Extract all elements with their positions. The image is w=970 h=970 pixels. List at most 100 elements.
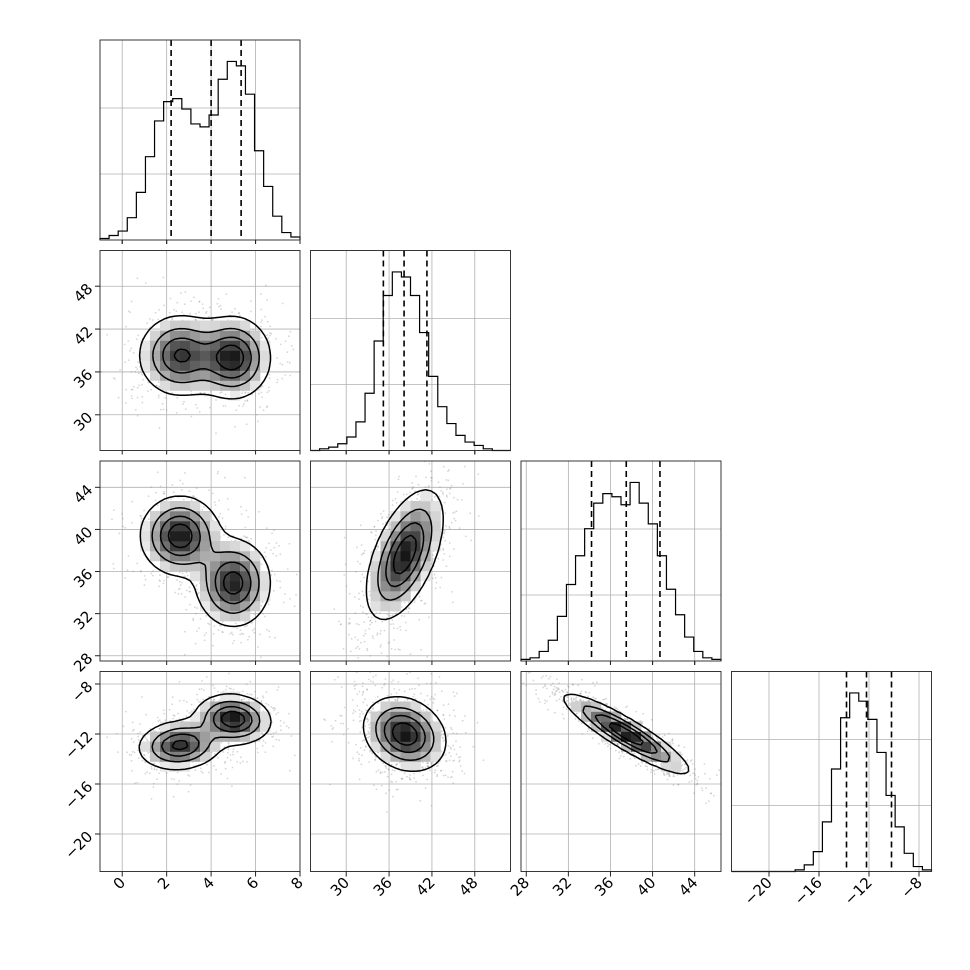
scatter-point bbox=[279, 725, 282, 727]
contour-level-0 bbox=[139, 495, 272, 628]
density-cell bbox=[210, 330, 221, 341]
density-cell bbox=[240, 561, 251, 572]
hist-panel-0 bbox=[99, 39, 301, 244]
scatter-point bbox=[147, 390, 149, 392]
scatter-point bbox=[399, 629, 402, 631]
density-cell bbox=[180, 521, 191, 532]
scatter-point bbox=[437, 557, 440, 560]
scatter-point bbox=[357, 560, 359, 563]
scatter-point bbox=[220, 741, 223, 744]
scatter-point bbox=[377, 519, 379, 522]
scatter-point bbox=[220, 308, 223, 311]
scatter-point bbox=[130, 388, 133, 391]
scatter-point bbox=[246, 693, 249, 695]
scatter-point bbox=[232, 751, 234, 753]
scatter-point bbox=[220, 624, 223, 627]
density-cell bbox=[430, 721, 441, 732]
scatter-point bbox=[183, 400, 185, 403]
scatter-point bbox=[443, 501, 446, 504]
scatter-point bbox=[261, 396, 263, 399]
pair-panel-2-3 bbox=[520, 671, 722, 872]
scatter-point bbox=[240, 505, 242, 508]
density-cell bbox=[370, 551, 381, 562]
scatter-point bbox=[229, 632, 232, 635]
scatter-point bbox=[442, 493, 444, 496]
scatter-point bbox=[360, 763, 363, 766]
scatter-point bbox=[208, 489, 210, 491]
scatter-point bbox=[351, 699, 354, 701]
scatter-point bbox=[197, 591, 200, 594]
scatter-point bbox=[398, 688, 401, 691]
density-cell bbox=[250, 571, 261, 582]
density-cell bbox=[260, 711, 271, 722]
scatter-point bbox=[186, 710, 189, 712]
scatter-point bbox=[446, 735, 449, 737]
scatter-point bbox=[362, 611, 364, 613]
density-cell bbox=[190, 551, 201, 562]
scatter-point bbox=[227, 751, 229, 754]
scatter-point bbox=[431, 577, 434, 580]
scatter-point bbox=[188, 586, 191, 589]
scatter-point bbox=[412, 486, 414, 488]
scatter-point bbox=[392, 627, 395, 629]
scatter-point bbox=[197, 592, 199, 595]
scatter-point bbox=[396, 699, 399, 701]
scatter-point bbox=[451, 770, 454, 773]
scatter-point bbox=[143, 754, 146, 756]
scatter-point bbox=[278, 739, 281, 742]
scatter-point bbox=[440, 576, 443, 579]
scatter-point bbox=[165, 409, 168, 411]
density-cell bbox=[240, 701, 251, 712]
density-cell bbox=[170, 761, 181, 772]
scatter-point bbox=[368, 724, 370, 726]
density-cell bbox=[420, 501, 431, 512]
scatter-point bbox=[424, 602, 427, 605]
density-cell bbox=[240, 370, 251, 381]
scatter-point bbox=[123, 343, 126, 346]
scatter-point bbox=[190, 499, 193, 502]
scatter-point bbox=[472, 745, 475, 748]
scatter-point bbox=[209, 406, 211, 409]
density-cell bbox=[250, 731, 261, 742]
scatter-point bbox=[156, 471, 159, 474]
scatter-point bbox=[263, 551, 266, 554]
scatter-point bbox=[447, 479, 450, 482]
density-cell bbox=[240, 591, 251, 602]
scatter-point bbox=[400, 606, 403, 608]
scatter-point bbox=[380, 644, 382, 646]
scatter-point bbox=[440, 769, 442, 772]
scatter-point bbox=[406, 699, 409, 701]
scatter-point bbox=[244, 392, 247, 394]
density-cell bbox=[170, 340, 181, 351]
scatter-point bbox=[232, 748, 235, 751]
scatter-point bbox=[231, 633, 234, 636]
scatter-point bbox=[272, 745, 275, 748]
density-cell bbox=[170, 741, 181, 752]
scatter-point bbox=[194, 642, 197, 645]
scatter-point bbox=[241, 632, 243, 635]
scatter-point bbox=[388, 641, 391, 644]
scatter-point bbox=[434, 769, 437, 772]
scatter-point bbox=[245, 536, 248, 539]
scatter-point bbox=[188, 712, 191, 714]
scatter-point bbox=[482, 759, 485, 762]
scatter-point bbox=[171, 703, 174, 706]
scatter-point bbox=[195, 403, 197, 406]
scatter-point bbox=[240, 641, 243, 644]
scatter-point bbox=[392, 499, 394, 502]
scatter-point bbox=[386, 516, 389, 519]
density-cell bbox=[200, 511, 211, 522]
scatter-point bbox=[194, 606, 196, 608]
scatter-point bbox=[112, 562, 115, 565]
scatter-point bbox=[427, 486, 430, 488]
scatter-point bbox=[158, 772, 160, 775]
density-cell bbox=[200, 330, 211, 341]
density-cell bbox=[190, 340, 201, 351]
scatter-point bbox=[265, 702, 268, 705]
density-cell bbox=[430, 751, 441, 762]
scatter-point bbox=[421, 761, 424, 764]
scatter-point bbox=[140, 371, 143, 374]
scatter-point bbox=[355, 743, 357, 746]
scatter-point bbox=[267, 386, 270, 389]
scatter-point bbox=[139, 570, 142, 573]
